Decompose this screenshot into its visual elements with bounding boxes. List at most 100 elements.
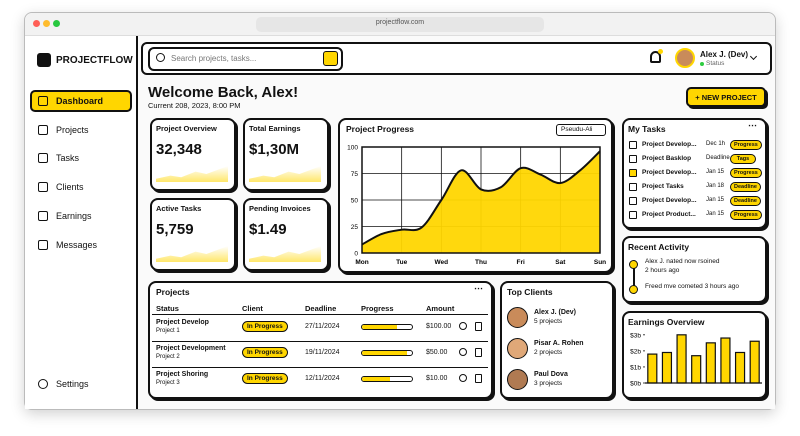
task-checkbox[interactable] xyxy=(629,141,637,149)
nav-item[interactable]: Messages xyxy=(56,239,98,250)
progress-track xyxy=(361,376,413,382)
dropdown-label: Pseudu-Ali xyxy=(561,126,593,133)
delete-action[interactable] xyxy=(475,322,482,331)
progress-fill xyxy=(362,351,407,355)
task-date: Deadline xyxy=(706,155,730,161)
nav-item[interactable]: Dashboard xyxy=(56,96,104,106)
nav-item[interactable]: Settings xyxy=(56,379,89,389)
task-tag: Deadline xyxy=(730,196,761,206)
project-name: Project Develop xyxy=(156,319,209,326)
project-sub: Project 2 xyxy=(156,354,180,360)
client-name: Paul Dova xyxy=(534,371,568,378)
timeline-dot xyxy=(629,285,638,294)
search-icon xyxy=(156,53,165,62)
nav-item[interactable]: Earnings xyxy=(56,210,92,221)
status-pill: In Progress xyxy=(242,347,288,358)
task-tag: Progress xyxy=(730,168,762,178)
header-line xyxy=(152,314,488,315)
task-checkbox[interactable] xyxy=(629,183,637,191)
task-tag: Deadline xyxy=(730,182,761,192)
column-header: Amount xyxy=(426,304,455,313)
status-dot xyxy=(700,62,704,66)
bell-dot xyxy=(658,49,663,54)
row-action[interactable] xyxy=(459,322,467,330)
logo-text: PROJECTFLOW xyxy=(56,55,133,66)
activity-card xyxy=(622,236,767,303)
task-date: Dec 1h xyxy=(706,141,726,147)
task-checkbox[interactable] xyxy=(629,197,637,205)
progress-fill xyxy=(362,325,397,329)
bell-icon[interactable] xyxy=(650,51,661,63)
delete-action[interactable] xyxy=(475,348,482,357)
task-tag: Progress xyxy=(730,210,762,220)
stat-label: Total Earnings xyxy=(249,124,301,133)
nav-item[interactable]: Tasks xyxy=(56,153,80,164)
task-name: Project Develop... xyxy=(642,141,697,148)
column-header: Client xyxy=(242,304,263,313)
new-project-button[interactable]: + NEW PROJECT xyxy=(686,87,766,107)
stat-value: 5,759 xyxy=(156,221,194,238)
task-date: Jan 15 xyxy=(706,211,725,217)
card-title: Recent Activity xyxy=(628,242,690,252)
nav-icon xyxy=(38,379,48,389)
nav-icon xyxy=(38,124,48,135)
scan-button[interactable] xyxy=(323,51,338,66)
task-date: Jan 18 xyxy=(706,183,725,189)
project-sub: Project 1 xyxy=(156,328,180,334)
welcome-title: Welcome Back, Alex! xyxy=(148,84,299,101)
timeline-line xyxy=(633,266,635,286)
client-projects: 2 projects xyxy=(534,349,563,356)
maximize-dot[interactable] xyxy=(53,20,60,27)
task-name: Project Develop... xyxy=(642,169,697,176)
search-placeholder: Search projects, tasks... xyxy=(171,54,257,63)
close-dot[interactable] xyxy=(33,20,40,27)
card-title: Earnings Overview xyxy=(628,317,705,327)
client-avatar xyxy=(507,369,528,390)
task-name: Project Basklop xyxy=(642,155,692,162)
client-projects: 3 projects xyxy=(534,380,563,387)
client-name: Alex J. (Dev) xyxy=(534,309,577,316)
nav-icon xyxy=(38,210,48,221)
stat-label: Active Tasks xyxy=(156,204,202,213)
project-name: Project Development xyxy=(156,345,226,352)
nav-item[interactable]: Clients xyxy=(56,182,84,193)
task-checkbox[interactable] xyxy=(629,155,637,163)
row-action[interactable] xyxy=(459,348,467,356)
task-name: Project Tasks xyxy=(642,183,684,190)
more-icon: ⋯ xyxy=(748,120,757,130)
projects-card xyxy=(148,281,493,399)
task-name: Project Product... xyxy=(642,211,696,218)
card-title: Top Clients xyxy=(507,287,553,297)
nav-item[interactable]: Projects xyxy=(56,124,89,135)
row-action[interactable] xyxy=(459,374,467,382)
project-name: Project Shoring xyxy=(156,371,209,378)
welcome-date: Current 208, 2023, 8:00 PM xyxy=(148,101,241,110)
deadline: 12/11/2024 xyxy=(305,375,340,382)
status-pill: In Progress xyxy=(242,321,288,332)
column-header: Progress xyxy=(361,304,394,313)
row-line xyxy=(152,341,488,342)
chart-card xyxy=(338,118,613,273)
more-icon: ⋯ xyxy=(474,283,483,293)
row-line xyxy=(152,367,488,368)
user-name[interactable]: Alex J. (Dev) xyxy=(700,50,749,59)
column-header: Deadline xyxy=(305,304,337,313)
task-checkbox[interactable] xyxy=(629,211,637,219)
client-avatar xyxy=(507,338,528,359)
task-date: Jan 15 xyxy=(706,169,725,175)
card-title: Projects xyxy=(156,287,190,297)
minimize-dot[interactable] xyxy=(43,20,50,27)
dropdown[interactable] xyxy=(556,124,606,136)
logo-icon xyxy=(37,53,51,67)
amount: $10.00 xyxy=(426,375,448,382)
activity-text: Alex J. nated now rsoined xyxy=(645,258,720,265)
url-field[interactable] xyxy=(256,17,544,32)
url: projectflow.com xyxy=(375,19,425,26)
task-checkbox[interactable] xyxy=(629,169,637,177)
user-avatar[interactable] xyxy=(675,48,695,68)
search-box[interactable] xyxy=(148,47,343,71)
chart-title: Project Progress xyxy=(346,124,415,134)
nav-icon xyxy=(38,239,48,250)
delete-action[interactable] xyxy=(475,374,482,383)
